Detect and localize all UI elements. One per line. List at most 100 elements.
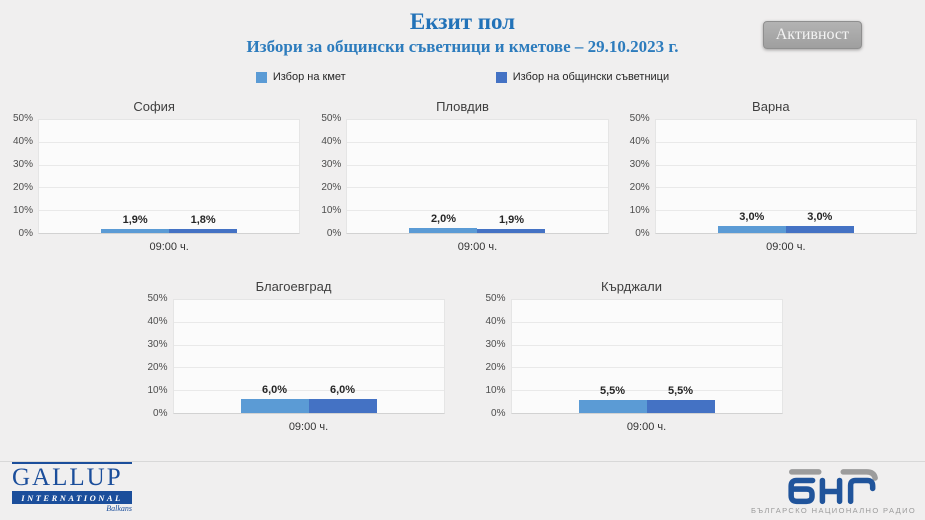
bar-value-label: 6,0%	[329, 384, 356, 397]
y-tick-label: 40%	[12, 136, 33, 148]
bar-series-mayor: 2,0%	[409, 213, 478, 234]
gridline	[511, 367, 782, 369]
gridline	[511, 321, 782, 323]
bar-group: 1,9% 1,8%	[101, 214, 238, 234]
bar-series-councilors: 6,0%	[308, 384, 377, 414]
gallup-logo-balkans: Balkans	[106, 504, 132, 513]
y-tick-label: 10%	[321, 205, 342, 217]
y-axis: 0% 10% 20% 30% 40% 50%	[143, 294, 173, 419]
bar	[646, 400, 715, 414]
y-tick-label: 20%	[147, 362, 168, 374]
chart-0: София 0% 10% 20% 30% 40% 50% 1,9% 1,8% 09:00 ч.	[8, 99, 301, 254]
y-tick-label: 40%	[147, 316, 168, 328]
x-axis-label: 09:00 ч.	[457, 241, 498, 254]
gridline	[39, 209, 300, 211]
gridline	[173, 344, 444, 346]
bar-group: 5,5% 5,5%	[578, 385, 715, 414]
chart-body: 0% 10% 20% 30% 40% 50% 6,0% 6,0%	[143, 294, 445, 419]
bar	[717, 226, 786, 234]
bnr-logo: БЪЛГАРСКО НАЦИОНАЛНО РАДИО	[751, 467, 915, 515]
bar	[578, 400, 647, 414]
y-tick-label: 50%	[321, 113, 342, 125]
plot-area: 6,0% 6,0%	[172, 299, 445, 415]
gridline	[347, 209, 608, 211]
bar-value-label: 3,0%	[739, 211, 765, 224]
bar-series-councilors: 1,9%	[477, 214, 546, 234]
bar	[785, 226, 854, 234]
y-tick-label: 50%	[485, 293, 506, 305]
gridline	[173, 321, 444, 323]
bar	[409, 228, 478, 234]
bar-group: 3,0% 3,0%	[717, 211, 854, 234]
x-axis-label: 09:00 ч.	[149, 241, 189, 254]
y-tick-label: 10%	[629, 205, 650, 217]
y-tick-label: 40%	[629, 136, 650, 148]
gridline	[347, 164, 608, 166]
bar	[169, 229, 238, 234]
y-tick-label: 0%	[18, 228, 33, 240]
gallup-logo-rule	[12, 462, 132, 464]
x-axis-label: 09:00 ч.	[626, 421, 667, 434]
gridline	[655, 164, 916, 166]
plot-area: 1,9% 1,8%	[38, 119, 301, 235]
y-tick-label: 0%	[326, 228, 342, 240]
y-axis: 0% 10% 20% 30% 40% 50%	[481, 294, 511, 419]
header: Екзит пол Избори за общински съветници и…	[0, 0, 925, 57]
bnr-logo-icon	[788, 469, 878, 505]
plot-area: 5,5% 5,5%	[510, 299, 783, 415]
y-tick-label: 30%	[485, 339, 506, 351]
chart-title: Кърджали	[601, 279, 662, 295]
y-tick-label: 0%	[635, 228, 650, 240]
plot-area: 2,0% 1,9%	[346, 119, 609, 235]
bar	[308, 399, 377, 414]
bar-series-mayor: 5,5%	[578, 385, 647, 414]
x-axis-label: 09:00 ч.	[766, 241, 806, 254]
y-tick-label: 30%	[147, 339, 168, 351]
y-tick-label: 30%	[12, 159, 33, 171]
legend-swatch-icon	[495, 71, 507, 83]
y-tick-label: 50%	[147, 293, 168, 305]
gridline	[655, 187, 916, 189]
y-tick-label: 10%	[485, 385, 506, 397]
y-tick-label: 30%	[629, 159, 650, 171]
charts-row-1: София 0% 10% 20% 30% 40% 50% 1,9% 1,8% 09:00 ч. Пл…	[0, 99, 925, 253]
gridline	[347, 187, 608, 189]
gridline	[655, 209, 916, 211]
legend-item-1: Избор на общински съветници	[495, 69, 670, 85]
chart-title: София	[133, 99, 175, 115]
plot-area: 3,0% 3,0%	[654, 119, 917, 235]
y-axis: 0% 10% 20% 30% 40% 50%	[316, 114, 346, 239]
chart-body: 0% 10% 20% 30% 40% 50% 1,9% 1,8%	[8, 114, 301, 239]
gridline	[173, 389, 444, 391]
activity-button[interactable]: Активност	[762, 21, 862, 49]
gallup-international-logo: GALLUP INTERNATIONAL Balkans	[12, 462, 134, 513]
y-tick-label: 0%	[491, 408, 506, 420]
chart-body: 0% 10% 20% 30% 40% 50% 5,5% 5,5%	[481, 294, 783, 419]
bar-series-councilors: 1,8%	[169, 214, 238, 234]
y-tick-label: 10%	[147, 385, 168, 397]
gridline	[39, 141, 300, 143]
legend-label: Избор на общински съветници	[512, 71, 670, 84]
chart-title: Варна	[752, 99, 790, 115]
bar-value-label: 2,0%	[430, 213, 457, 226]
y-tick-label: 40%	[321, 136, 342, 148]
y-tick-label: 50%	[629, 113, 650, 125]
gridline	[39, 164, 300, 166]
bar-series-mayor: 3,0%	[717, 211, 786, 234]
bar-value-label: 1,9%	[498, 214, 525, 227]
gridline	[347, 141, 608, 143]
footer: GALLUP INTERNATIONAL Balkans БЪЛГАРСКО Н…	[0, 461, 925, 520]
page-subtitle: Избори за общински съветници и кметове –…	[246, 37, 679, 57]
y-tick-label: 0%	[153, 408, 168, 420]
bar-value-label: 6,0%	[261, 384, 288, 397]
page-title: Екзит пол	[409, 9, 516, 34]
bar-group: 2,0% 1,9%	[409, 213, 546, 234]
chart-body: 0% 10% 20% 30% 40% 50% 2,0% 1,9%	[316, 114, 609, 239]
bar	[101, 229, 170, 234]
bar-value-label: 1,8%	[190, 214, 216, 227]
y-tick-label: 50%	[12, 113, 33, 125]
chart-title: Пловдив	[436, 99, 489, 115]
legend-label: Избор на кмет	[272, 71, 346, 84]
bar-value-label: 5,5%	[599, 385, 626, 398]
gridline	[173, 367, 444, 369]
